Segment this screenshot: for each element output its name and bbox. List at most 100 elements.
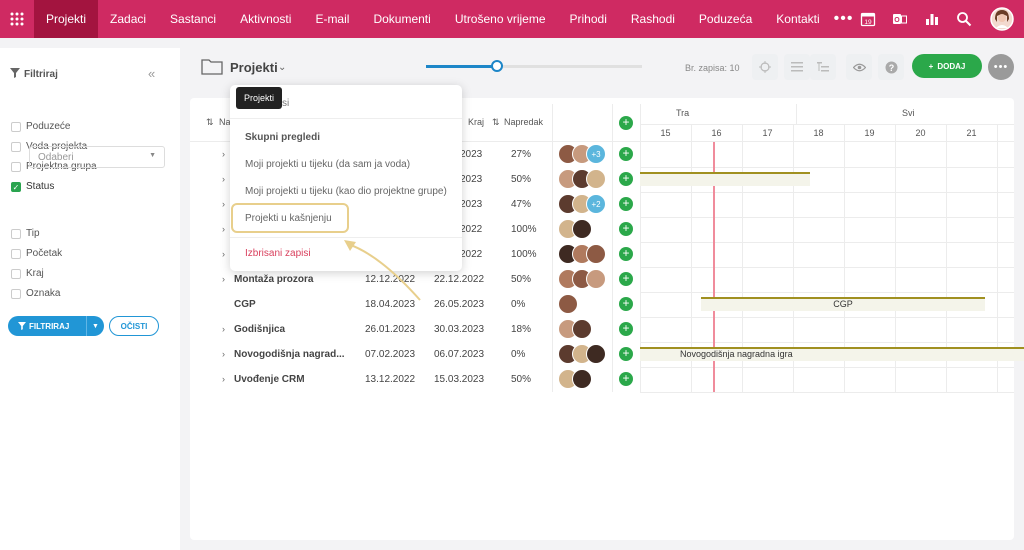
team-avatars[interactable]: +3 — [558, 144, 606, 164]
filter-checkbox[interactable] — [11, 228, 21, 239]
add-to-row-icon[interactable]: + — [619, 197, 633, 211]
apps-grid-icon[interactable] — [0, 0, 34, 38]
gantt-bar-novogodisnja[interactable]: Novogodišnja nagradna igra — [640, 347, 1024, 361]
filter-checkbox-checked[interactable]: ✓ — [11, 181, 21, 192]
avatar-more-count[interactable]: +3 — [586, 144, 606, 164]
dropdown-partial-item[interactable]: si — [282, 98, 290, 109]
expand-chevron-icon[interactable]: › — [222, 324, 225, 334]
filter-checkbox[interactable] — [11, 161, 21, 172]
dropdown-item-moji-grupa[interactable]: Moji projekti u tijeku (kao dio projektn… — [245, 186, 447, 197]
team-avatars[interactable] — [558, 319, 592, 339]
add-to-row-icon[interactable]: + — [619, 222, 633, 236]
filter-button[interactable]: FILTRIRAJ ▼ — [8, 316, 104, 336]
add-to-row-icon[interactable]: + — [619, 297, 633, 311]
outlook-icon[interactable]: O — [884, 11, 916, 27]
add-button[interactable]: + DODAJ — [912, 54, 982, 78]
filter-item-status[interactable]: ✓ Status — [11, 181, 54, 192]
team-avatars[interactable] — [558, 269, 606, 289]
table-row[interactable]: › 2023 50% + — [190, 167, 640, 192]
reports-chart-icon[interactable] — [916, 11, 948, 27]
add-to-row-icon[interactable]: + — [619, 322, 633, 336]
page-title[interactable]: Projekti — [230, 60, 278, 75]
table-row[interactable]: › 2022 100% + — [190, 242, 640, 267]
table-row[interactable]: › Novogodišnja nagrad... 07.02.2023 06.07.2… — [190, 342, 640, 367]
expand-chevron-icon[interactable]: › — [222, 249, 225, 259]
team-avatars[interactable] — [558, 169, 606, 189]
nav-item-rashodi[interactable]: Rashodi — [630, 12, 675, 26]
table-row[interactable]: › 2023 27% +3 + — [190, 142, 640, 167]
filter-checkbox[interactable] — [11, 268, 21, 279]
nav-item-dokumenti[interactable]: Dokumenti — [373, 12, 431, 26]
project-name[interactable]: Godišnjica — [234, 324, 286, 335]
project-name[interactable]: Montaža prozora — [234, 274, 314, 285]
add-column-icon[interactable]: + — [619, 116, 633, 130]
table-row[interactable]: › 2023 47% +2 + — [190, 192, 640, 217]
table-row[interactable]: › Uvođenje CRM 13.12.2022 15.03.2023 50% + — [190, 367, 640, 392]
more-nav-button[interactable]: ••• — [833, 10, 854, 27]
list-view-icon[interactable] — [784, 54, 810, 80]
eye-icon[interactable] — [846, 54, 872, 80]
zoom-slider-knob[interactable] — [491, 60, 504, 72]
dropdown-item-deleted[interactable]: Izbrisani zapisi — [245, 248, 311, 259]
expand-chevron-icon[interactable]: › — [222, 349, 225, 359]
add-to-row-icon[interactable]: + — [619, 372, 633, 386]
nav-item-projekti[interactable]: Projekti — [34, 0, 99, 38]
add-to-row-icon[interactable]: + — [619, 147, 633, 161]
zoom-slider[interactable] — [426, 60, 642, 72]
more-options-button[interactable]: ••• — [988, 54, 1014, 80]
crosshair-icon[interactable] — [752, 54, 778, 80]
col-header-progress[interactable]: Napredak — [504, 117, 544, 127]
nav-item-aktivnosti[interactable]: Aktivnosti — [240, 12, 292, 26]
filter-checkbox[interactable] — [11, 121, 21, 132]
filter-item-pocetak[interactable]: Početak — [11, 248, 62, 259]
team-avatars[interactable]: +2 — [558, 194, 606, 214]
table-row[interactable]: › 2022 100% + — [190, 217, 640, 242]
filter-checkbox[interactable] — [11, 288, 21, 299]
expand-chevron-icon[interactable]: › — [222, 274, 225, 284]
nav-item-kontakti[interactable]: Kontakti — [776, 12, 820, 26]
filter-checkbox[interactable] — [11, 248, 21, 259]
filter-item-tip[interactable]: Tip — [11, 228, 40, 239]
team-avatars[interactable] — [558, 344, 606, 364]
expand-chevron-icon[interactable]: › — [222, 374, 225, 384]
filter-item-kraj[interactable]: Kraj — [11, 268, 44, 279]
nav-item-email[interactable]: E-mail — [315, 12, 350, 26]
add-to-row-icon[interactable]: + — [619, 172, 633, 186]
nav-item-utroseno-vrijeme[interactable]: Utrošeno vrijeme — [454, 12, 546, 26]
nav-item-poduzeca[interactable]: Poduzeća — [698, 12, 753, 26]
col-header-name[interactable]: Na — [219, 117, 231, 127]
gantt-bar[interactable] — [640, 172, 810, 186]
nav-item-prihodi[interactable]: Prihodi — [569, 12, 607, 26]
filter-item-projektna-grupa[interactable]: Projektna grupa — [11, 161, 97, 172]
dropdown-item-u-kasnjenju[interactable]: Projekti u kašnjenju — [245, 213, 332, 224]
user-avatar[interactable] — [980, 7, 1024, 31]
add-to-row-icon[interactable]: + — [619, 272, 633, 286]
help-icon[interactable]: ? — [878, 54, 904, 80]
expand-chevron-icon[interactable]: › — [222, 174, 225, 184]
expand-chevron-icon[interactable]: › — [222, 224, 225, 234]
search-icon[interactable] — [948, 11, 980, 27]
expand-chevron-icon[interactable]: › — [222, 149, 225, 159]
collapse-sidebar-icon[interactable]: « — [148, 66, 156, 81]
calendar-icon[interactable]: 19 — [852, 11, 884, 27]
clear-button[interactable]: OČISTI — [109, 316, 159, 336]
table-row[interactable]: › Godišnjica 26.01.2023 30.03.2023 18% + — [190, 317, 640, 342]
title-chevron-down-icon[interactable]: ⌄ — [278, 62, 287, 73]
tree-view-icon[interactable] — [810, 54, 836, 80]
filter-item-oznaka[interactable]: Oznaka — [11, 288, 60, 299]
sort-icon[interactable]: ⇅ — [206, 117, 214, 127]
filter-options-chevron-icon[interactable]: ▼ — [86, 316, 104, 336]
filter-checkbox[interactable] — [11, 141, 21, 152]
project-name[interactable]: CGP — [234, 299, 256, 310]
nav-item-sastanci[interactable]: Sastanci — [170, 12, 217, 26]
add-to-row-icon[interactable]: + — [619, 347, 633, 361]
team-avatars[interactable] — [558, 369, 592, 389]
col-header-end[interactable]: Kraj — [468, 117, 485, 127]
gantt-bar-cgp[interactable]: CGP — [701, 297, 985, 311]
project-name[interactable]: Uvođenje CRM — [234, 374, 305, 385]
expand-chevron-icon[interactable]: › — [222, 199, 225, 209]
status-select[interactable]: Odaberi ▼ — [29, 146, 165, 168]
filter-item-poduzece[interactable]: Poduzeće — [11, 121, 70, 132]
avatar-more-count[interactable]: +2 — [586, 194, 606, 214]
add-to-row-icon[interactable]: + — [619, 247, 633, 261]
